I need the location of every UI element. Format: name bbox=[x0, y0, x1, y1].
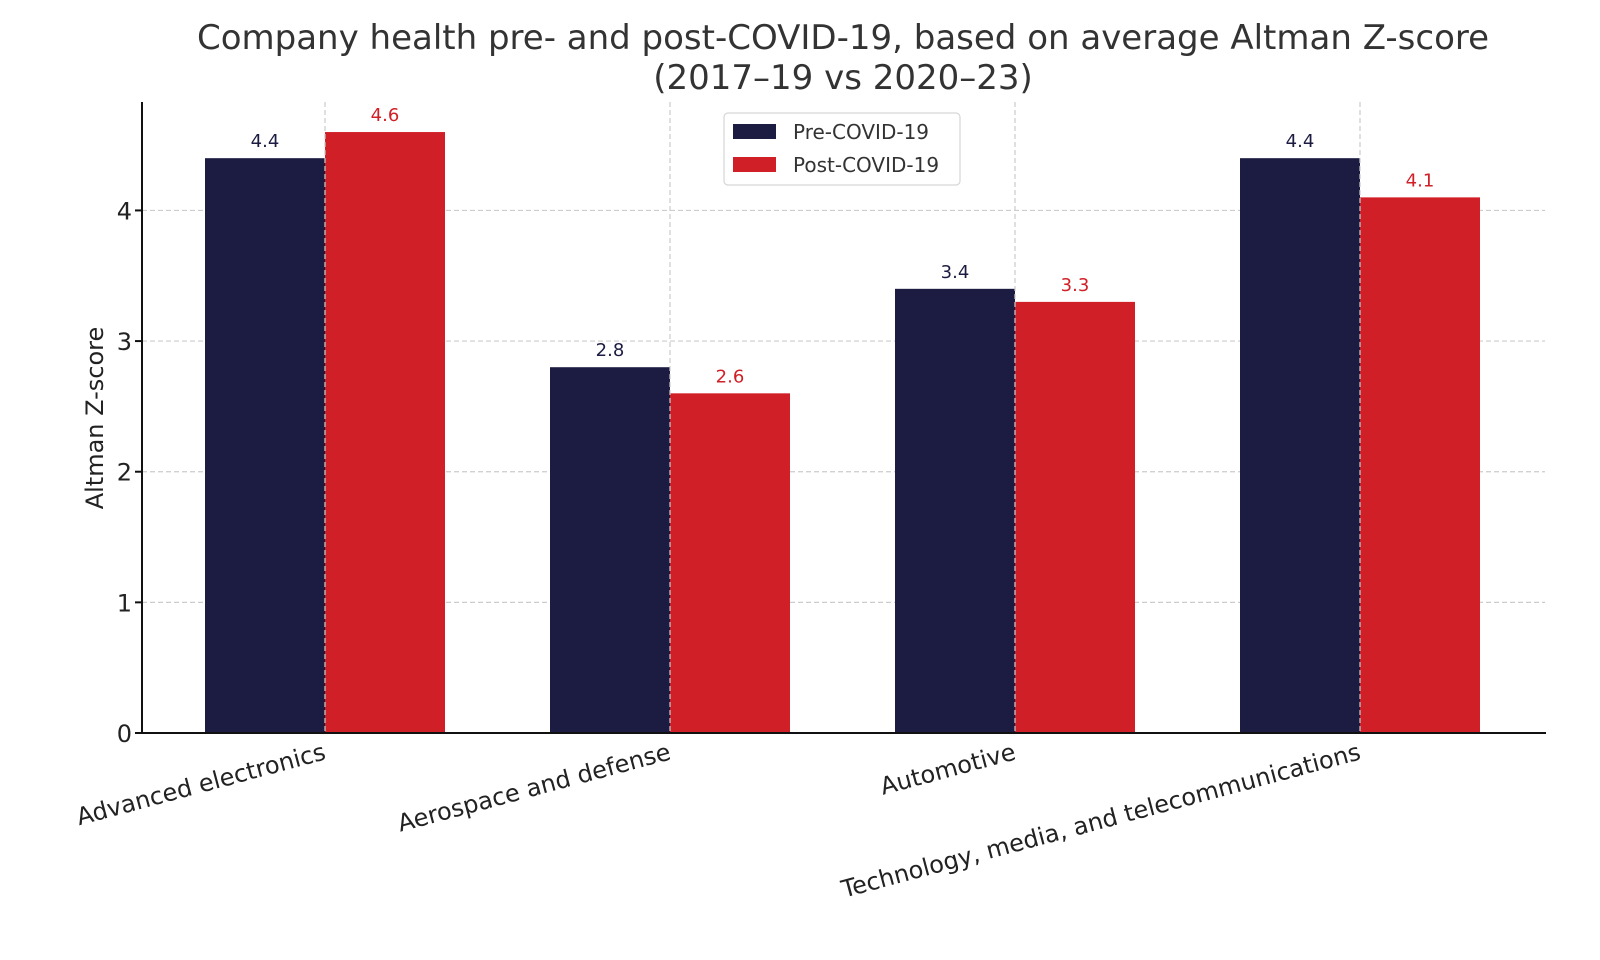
x-tick-label: Aerospace and defense bbox=[395, 738, 674, 838]
bar-value-label: 2.6 bbox=[716, 366, 745, 387]
legend[interactable]: Pre-COVID-19 Post-COVID-19 bbox=[723, 112, 961, 186]
chart-title: Company health pre- and post-COVID-19, b… bbox=[197, 18, 1489, 98]
bars-layer bbox=[205, 132, 1480, 734]
legend-item-pre-covid[interactable]: Pre-COVID-19 bbox=[733, 120, 929, 144]
vertical-grid-layer bbox=[324, 102, 1361, 733]
bar-value-label: 4.4 bbox=[251, 131, 280, 152]
y-axis-label: Altman Z-score bbox=[81, 327, 109, 510]
chart-title-line-2: (2017–19 vs 2020–23) bbox=[653, 58, 1033, 98]
y-axis-ticks: 0 1 2 3 4 bbox=[117, 197, 142, 748]
bar-post-covid bbox=[1015, 301, 1135, 733]
bar-labels-layer: 4.4 4.6 2.8 2.6 3.4 3.3 4.4 4.1 bbox=[251, 105, 1435, 387]
bar-post-covid bbox=[325, 132, 445, 734]
x-tick-label: Advanced electronics bbox=[73, 738, 328, 831]
x-tick-label: Automotive bbox=[877, 738, 1018, 801]
legend-swatch-post-covid bbox=[733, 157, 776, 172]
y-tick-label: 3 bbox=[117, 328, 132, 356]
legend-item-post-covid[interactable]: Post-COVID-19 bbox=[733, 153, 939, 177]
bar-pre-covid bbox=[205, 158, 325, 734]
bar-post-covid bbox=[670, 393, 790, 733]
bar-value-label: 4.6 bbox=[371, 105, 400, 126]
legend-label-post-covid: Post-COVID-19 bbox=[793, 153, 939, 177]
bar-value-label: 3.3 bbox=[1061, 275, 1090, 296]
bar-value-label: 3.4 bbox=[941, 262, 970, 283]
y-tick-label: 4 bbox=[117, 197, 132, 225]
chart-title-line-1: Company health pre- and post-COVID-19, b… bbox=[197, 18, 1489, 58]
bar-value-label: 4.1 bbox=[1406, 170, 1435, 191]
y-tick-label: 1 bbox=[117, 589, 132, 617]
bar-pre-covid bbox=[1240, 158, 1360, 734]
bar-pre-covid bbox=[550, 367, 670, 733]
bar-post-covid bbox=[1360, 197, 1480, 733]
bar-value-label: 4.4 bbox=[1286, 131, 1315, 152]
legend-frame bbox=[723, 112, 961, 186]
y-tick-label: 0 bbox=[117, 720, 132, 748]
legend-swatch-pre-covid bbox=[733, 124, 776, 139]
x-axis-ticks: Advanced electronics Aerospace and defens… bbox=[73, 738, 1363, 904]
y-tick-label: 2 bbox=[117, 459, 132, 487]
legend-label-pre-covid: Pre-COVID-19 bbox=[793, 120, 929, 144]
bar-pre-covid bbox=[895, 288, 1015, 733]
bar-value-label: 2.8 bbox=[596, 340, 625, 361]
